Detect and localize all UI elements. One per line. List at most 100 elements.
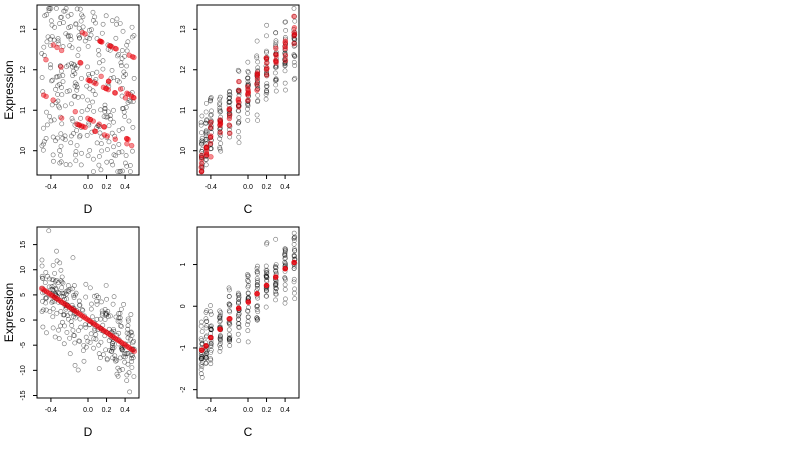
data-point <box>292 286 297 292</box>
fitted-point <box>263 66 270 73</box>
data-point <box>64 330 70 335</box>
data-point <box>94 301 100 307</box>
data-point <box>73 21 79 27</box>
data-point <box>291 266 297 271</box>
data-point <box>245 111 250 116</box>
data-point <box>77 338 83 344</box>
data-point <box>110 301 116 307</box>
data-point <box>91 169 96 174</box>
fitted-point <box>40 92 47 98</box>
data-point <box>96 366 102 372</box>
x-tick-label: 0.2 <box>102 184 112 191</box>
y-tick-label: 13 <box>20 25 27 33</box>
data-point <box>131 33 137 38</box>
data-point <box>282 68 288 74</box>
data-point <box>75 53 81 58</box>
data-point <box>57 260 63 266</box>
data-point <box>255 92 261 98</box>
fitted-point <box>123 135 130 142</box>
fitted-point <box>43 93 49 100</box>
data-point <box>43 295 49 301</box>
data-point <box>106 139 112 145</box>
fitted-point <box>226 106 233 113</box>
data-point <box>40 147 46 153</box>
data-point <box>49 277 55 283</box>
data-point <box>208 350 214 355</box>
data-point <box>254 307 260 312</box>
data-point <box>282 60 288 66</box>
fitted-point <box>78 60 84 66</box>
data-point <box>273 82 279 88</box>
y-tick-label: 11 <box>180 107 187 114</box>
data-point <box>292 63 298 68</box>
data-point <box>264 288 269 294</box>
data-point <box>62 103 68 109</box>
data-point <box>227 124 233 129</box>
y-tick-label: -10 <box>20 365 27 375</box>
data-point <box>199 319 204 325</box>
data-point <box>41 141 46 147</box>
data-point <box>87 285 93 291</box>
data-point <box>208 311 214 317</box>
data-point <box>102 102 108 108</box>
fitted-point <box>112 45 118 52</box>
data-point <box>117 310 123 316</box>
fitted-point <box>217 120 224 127</box>
data-point <box>80 308 86 313</box>
data-point <box>81 358 87 364</box>
data-point <box>72 362 78 368</box>
y-tick-label: 1 <box>180 262 187 266</box>
data-point <box>122 114 128 119</box>
data-point <box>203 316 209 322</box>
fitted-point <box>124 141 130 147</box>
fitted-point <box>124 90 130 96</box>
data-point <box>217 315 223 321</box>
data-point <box>235 103 241 109</box>
data-point <box>76 328 81 333</box>
data-point <box>101 114 107 119</box>
data-point <box>70 305 76 311</box>
fitted-point <box>79 30 86 36</box>
data-point <box>53 138 58 144</box>
data-point <box>54 310 60 316</box>
data-point <box>51 158 56 164</box>
data-point <box>79 307 85 313</box>
fitted-point <box>198 152 205 158</box>
data-point <box>227 99 233 105</box>
data-point <box>282 80 288 86</box>
data-point <box>105 109 111 115</box>
data-point <box>273 297 278 303</box>
data-point <box>89 27 94 33</box>
data-point <box>73 158 79 164</box>
y-tick-label: 12 <box>180 66 187 74</box>
fitted-point <box>112 136 118 142</box>
x-tick-label: -0.4 <box>205 407 217 414</box>
data-point <box>235 292 241 298</box>
data-point <box>90 88 96 94</box>
data-point <box>120 28 126 34</box>
data-point <box>40 307 46 313</box>
fitted-point <box>291 29 297 36</box>
data-point <box>112 133 118 139</box>
data-point <box>110 355 115 361</box>
data-point <box>263 92 269 97</box>
data-point <box>292 18 298 24</box>
data-point <box>130 340 136 346</box>
fitted-point <box>227 112 233 118</box>
data-point <box>204 138 209 144</box>
data-point <box>91 156 96 162</box>
data-point <box>124 42 130 48</box>
data-point <box>208 96 213 102</box>
data-point <box>245 308 250 314</box>
data-point <box>203 109 209 115</box>
data-point <box>245 291 251 296</box>
data-point <box>127 163 133 168</box>
data-point <box>73 149 79 154</box>
fitted-point <box>263 282 270 289</box>
data-point <box>218 318 223 324</box>
fitted-point <box>254 70 261 76</box>
data-point <box>58 131 64 137</box>
data-point <box>99 312 105 318</box>
data-point <box>59 294 65 299</box>
data-point <box>245 296 251 302</box>
